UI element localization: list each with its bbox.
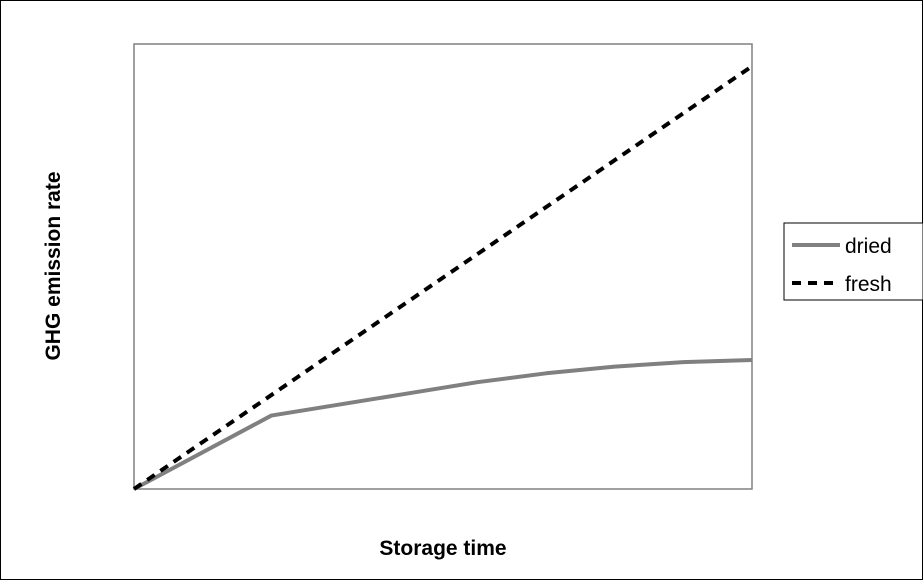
legend-box: [783, 222, 923, 301]
series-line-dried: [133, 357, 753, 491]
plot-area-border: [133, 43, 753, 490]
legend: dried fresh: [783, 222, 923, 301]
y-axis-title: GHG emission rate: [42, 171, 65, 360]
legend-label-dried: dried: [845, 235, 892, 258]
series-layer: [132, 64, 754, 491]
x-axis-title: Storage time: [379, 537, 506, 560]
legend-label-fresh: fresh: [845, 273, 892, 296]
series-line-fresh: [132, 64, 754, 491]
